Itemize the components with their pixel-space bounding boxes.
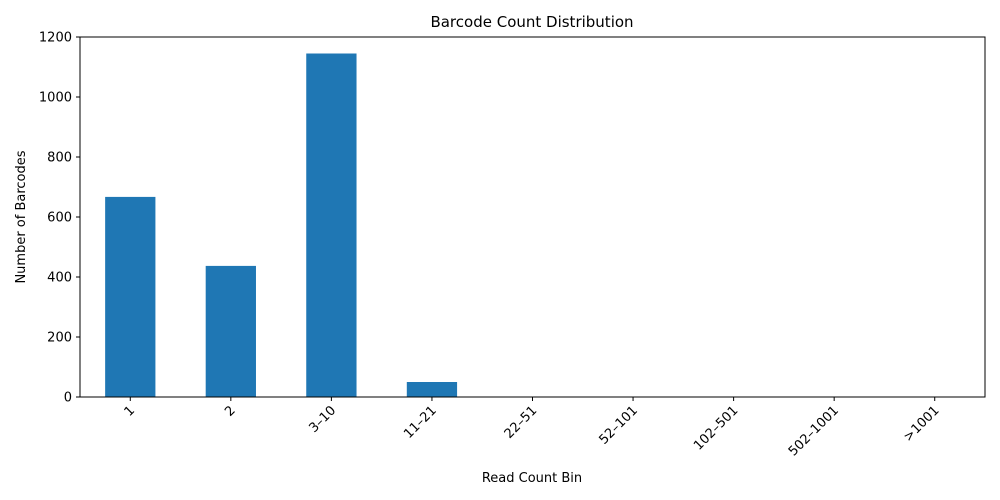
bars <box>105 53 458 397</box>
bar <box>406 382 458 397</box>
y-tick-label: 600 <box>47 211 72 226</box>
bar <box>105 196 156 397</box>
y-tick-label: 800 <box>47 151 72 166</box>
y-axis-label: Number of Barcodes <box>14 150 29 283</box>
x-axis: 1 2 3–10 11–21 22–51 52–101 102–501 502–1001 >10… <box>122 397 943 459</box>
x-tick-label: 2 <box>222 403 238 419</box>
x-tick-label: 22–51 <box>502 403 541 442</box>
x-tick-label: 1 <box>122 403 138 419</box>
bar <box>306 53 357 397</box>
y-tick-label: 400 <box>47 271 72 286</box>
x-tick-label: >1001 <box>901 403 943 445</box>
x-tick-label: 3–10 <box>306 403 339 436</box>
y-tick-label: 200 <box>47 331 72 346</box>
x-tick-label: 102–501 <box>691 403 741 453</box>
x-tick-label: 52–101 <box>596 403 640 447</box>
x-tick-label: 11–21 <box>401 403 440 442</box>
x-axis-label: Read Count Bin <box>482 471 582 486</box>
chart-title: Barcode Count Distribution <box>430 13 633 31</box>
x-tick-label: 502–1001 <box>786 403 842 459</box>
y-tick-label: 1000 <box>39 91 72 106</box>
bar <box>205 265 256 397</box>
plot-frame <box>79 36 986 398</box>
y-tick-label: 1200 <box>39 31 72 46</box>
y-axis: 0 200 400 600 800 1000 1200 <box>39 31 80 406</box>
y-tick-label: 0 <box>64 391 72 406</box>
